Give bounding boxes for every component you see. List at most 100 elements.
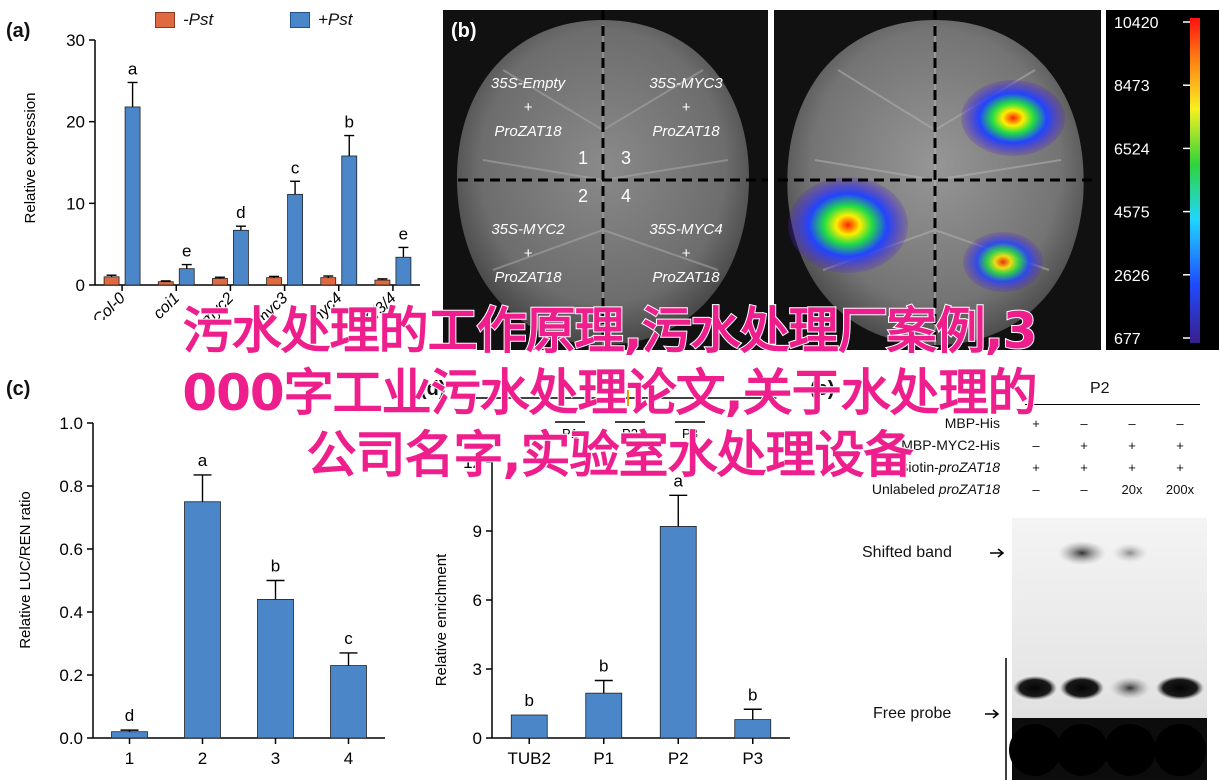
construct-name: 35S-MYC3 [649,75,723,92]
quadrant-number: 2 [578,186,589,206]
significance-letter: c [291,158,300,177]
chart-d-ylabel: Relative enrichment [433,553,450,686]
condition-cell: – [1080,481,1088,497]
y-tick-label: 0.6 [59,540,83,559]
condition-cell: + [1128,459,1136,475]
y-tick-label: 1.0 [59,414,83,433]
condition-cell: + [1032,459,1040,475]
legend-minus-pst: -Pst [155,10,213,30]
construct-name: 35S-MYC2 [491,221,565,238]
condition-cell: + [1032,415,1040,431]
shifted-band-lane3 [1112,543,1148,563]
condition-label: MBP-MYC2-His [901,437,1000,453]
colorbar-tick-label: 2626 [1114,268,1150,285]
bar [257,598,294,739]
panel-a: (a) -Pst +Pst Relative expression 0 10 20 3… [0,0,430,320]
colorbar-tick-label: 677 [1114,331,1141,348]
significance-letter: b [748,685,757,704]
y-tick-label: 0.4 [59,603,83,622]
bar [157,281,174,286]
construct-name: 35S-MYC4 [649,221,723,238]
y-tick-label: 30 [66,31,85,50]
free-probe-arrow-icon [985,709,1000,719]
bar [330,665,367,739]
bar [178,268,195,286]
condition-cell: + [1176,437,1184,453]
colorbar-tick-label: 10420 [1114,15,1159,32]
significance-letter: b [525,691,534,710]
x-tick-label: 1 [125,749,134,768]
y-tick-label: 0 [473,729,482,748]
panel-b: 10420 8473 6524 4575 2626 677 (b) 35S-Empty +… [443,10,1219,350]
bar [287,193,303,286]
promoter-name: ProZAT18 [494,123,562,140]
panel-b-svg: 10420 8473 6524 4575 2626 677 [443,10,1219,350]
x-tick-label: TUB2 [508,749,551,768]
probe-band-lane1 [1013,676,1057,700]
primer-label: P3 [682,426,698,441]
condition-row: MBP-His + – – – [800,412,1219,434]
primer-label: P1 [562,426,578,441]
condition-cell: – [1032,437,1040,453]
significance-letter: b [599,657,608,676]
condition-cell: – [1080,415,1088,431]
condition-label: Unlabeled proZAT18 [871,481,1000,497]
panel-d-tag: (d) [420,378,446,400]
free-probe-lane4 [1154,724,1206,776]
chart-c-ylabel: Relative LUC/REN ratio [17,491,34,649]
condition-cell: – [1128,415,1136,431]
x-tick-label: P3 [742,749,763,768]
plus-sign: + [681,245,691,262]
bar [111,731,148,739]
label-35s-myc4: 35S-MYC4 + ProZAT18 [631,218,741,290]
bar [585,692,623,739]
shifted-band-lane2 [1058,541,1106,565]
chart-c-svg: Relative LUC/REN ratio 0.0 0.2 0.4 0.6 0.8 1.… [17,414,385,768]
bar [233,229,249,286]
bar [266,277,282,286]
plus-sign: + [681,99,691,116]
construct-name: 35S-Empty [490,75,566,92]
x-tick-label: P2 [668,749,689,768]
free-probe-lane1 [1009,724,1061,776]
colorbar-tick-label: 4575 [1114,205,1150,222]
promoter-name: ProZAT18 [652,123,720,140]
colorbar-tick-label: 8473 [1114,78,1150,95]
x-tick-label: 2 [198,749,207,768]
header-rule [1025,404,1200,405]
y-tick-label: 9 [473,522,482,541]
luc-signal-myc3 [961,80,1065,156]
luc-signal-myc4 [963,232,1043,292]
condition-cell: – [1176,415,1184,431]
plus-sign: + [523,245,533,262]
condition-row: MBP-MYC2-His – + + + [800,434,1219,456]
bar [341,155,358,286]
panel-e: (e) P2 MBP-His + – – – MBP-MYC2-His – + … [800,370,1219,780]
colorbar [1190,18,1200,343]
promoter-name: ProZAT18 [652,269,720,286]
panel-e-tag: (e) [810,378,835,400]
condition-cell: + [1128,437,1136,453]
shifted-band-label: Shifted band [862,544,952,561]
y-tick-label: 0.8 [59,477,83,496]
legend-plus-pst: +Pst [290,10,353,30]
bar [734,719,772,739]
colorbar-tick-label: 6524 [1114,141,1150,158]
tss-arrow-icon [759,392,778,404]
quadrant-number: 1 [578,148,589,168]
condition-cell: 200x [1165,481,1195,497]
condition-cell: + [1080,459,1088,475]
x-tick-label: P1 [593,749,614,768]
chart-a-ylabel: Relative expression [22,93,39,224]
colorbar-panel [1106,10,1219,350]
y-tick-label: 0.2 [59,666,83,685]
condition-cell: + [1080,437,1088,453]
bar [659,525,697,739]
y-tick-label: 6 [473,591,482,610]
bar [320,277,337,286]
legend-swatch [155,12,175,28]
significance-letter: a [198,451,208,470]
condition-cell: 20x [1121,481,1143,497]
panel-c-tag: (c) [6,378,31,400]
panel-c: (c) Relative LUC/REN ratio 0.0 0.2 0.4 0.6 0… [0,370,400,780]
